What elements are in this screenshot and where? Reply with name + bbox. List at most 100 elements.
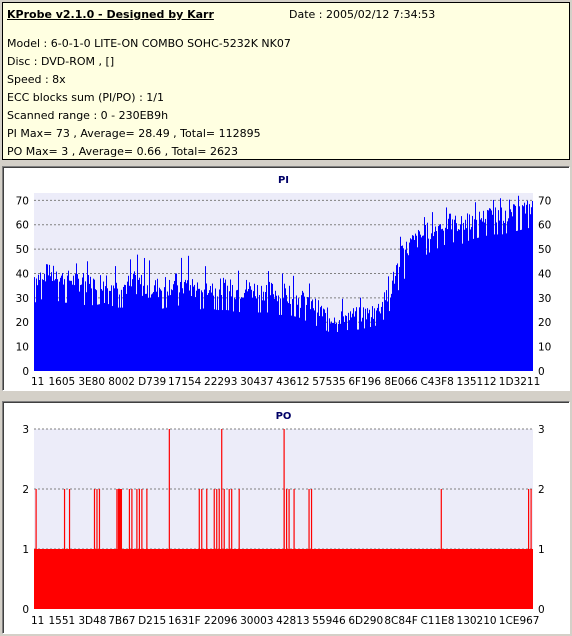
pi-bar [168,295,169,371]
pi-bar [530,214,531,371]
pi-bar [485,218,486,371]
pi-bar [297,304,298,371]
pi-bar [384,292,385,371]
pi-bar [267,312,268,371]
pi-bar [390,297,391,371]
pi-bar [505,210,506,371]
pi-bar [111,285,112,371]
pi-bar [305,320,306,371]
pi-bar [509,199,510,371]
pi-bar [185,279,186,371]
pi-bar [416,235,417,371]
pi-bar [227,285,228,371]
pi-bar [243,297,244,371]
pi-bar [118,307,119,371]
pi-bar [396,265,397,371]
po-spike [231,489,233,549]
pi-bar [407,253,408,371]
pi-bar [362,317,363,371]
x-tick-label: C43F8 [420,376,453,388]
pi-bar [393,271,394,371]
x-tick-label: C11E8 [420,615,454,627]
pi-bar [193,286,194,371]
pi-bar [207,294,208,371]
pi-bar [446,207,447,371]
x-tick-label: 42813 [276,615,309,627]
y-tick-label: 1 [22,544,29,556]
pi-bar [438,226,439,371]
info-scanned-range: Scanned range : 0 - 230EB9h [7,109,169,122]
pi-bar [345,315,346,371]
pi-bar [308,297,309,371]
pi-bar [100,275,101,371]
pi-bar [273,294,274,371]
po-spike [528,489,530,549]
pi-bar [304,296,305,371]
pi-bar [265,292,266,371]
pi-bar [444,244,445,371]
pi-bar [282,273,283,371]
y-tick-label-right: 50 [538,244,551,256]
pi-bar [352,313,353,371]
pi-bar [403,248,404,371]
po-spike [218,489,220,549]
x-tick-label: 11 [31,376,44,388]
x-tick-label: 11 [31,615,44,627]
pi-bar [526,204,527,371]
pi-bar [249,282,250,371]
pi-bar [531,207,532,371]
pi-bar [417,247,418,371]
pi-bar [405,249,406,371]
pi-bar [293,275,294,371]
pi-bar [454,219,455,371]
pi-bar [122,307,123,371]
pi-bar [167,291,168,371]
x-tick-label: 30003 [240,615,273,627]
pi-bar [233,311,234,371]
chart-title: PO [276,411,292,422]
pi-bar [349,320,350,371]
po-spike-max [168,429,170,549]
pi-bar [143,285,144,371]
pi-bar [453,242,454,371]
po-spike [136,489,138,549]
info-model: Model : 6-0-1-0 LITE-ON COMBO SOHC-5232K… [7,37,291,50]
pi-bar [43,280,44,371]
pi-bar [52,280,53,371]
pi-bar [494,234,495,371]
pi-bar [279,314,280,371]
pi-bar [159,287,160,371]
pi-bar [183,293,184,371]
pi-bar [202,292,203,371]
pi-bar [321,305,322,371]
pi-bar [503,220,504,371]
pi-bar [54,280,55,371]
y-tick-label: 30 [16,293,29,305]
pi-bar [383,319,384,371]
x-tick-label: 22096 [204,615,238,627]
po-spike [285,489,288,549]
pi-bar [456,223,457,371]
pi-bar [113,285,114,371]
pi-bar [489,208,490,371]
pi-bar [212,283,213,371]
pi-bar [216,309,217,371]
pi-bar [223,277,224,371]
pi-bar [516,230,517,371]
pi-bar [441,229,442,371]
pi-bar [437,248,438,371]
pi-bar [256,298,257,371]
pi-bar [386,290,387,371]
pi-bar [199,288,200,371]
pi-bar [301,295,302,371]
pi-bar [275,290,276,371]
pi-bar [70,280,71,371]
pi-bar [392,280,393,371]
pi-bar [270,295,271,371]
pi-bar [135,275,136,371]
pi-bar [508,218,509,371]
pi-bar [524,202,525,371]
pi-bar [220,278,221,371]
pi-bar [483,210,484,371]
x-tick-label: 22293 [204,376,237,388]
